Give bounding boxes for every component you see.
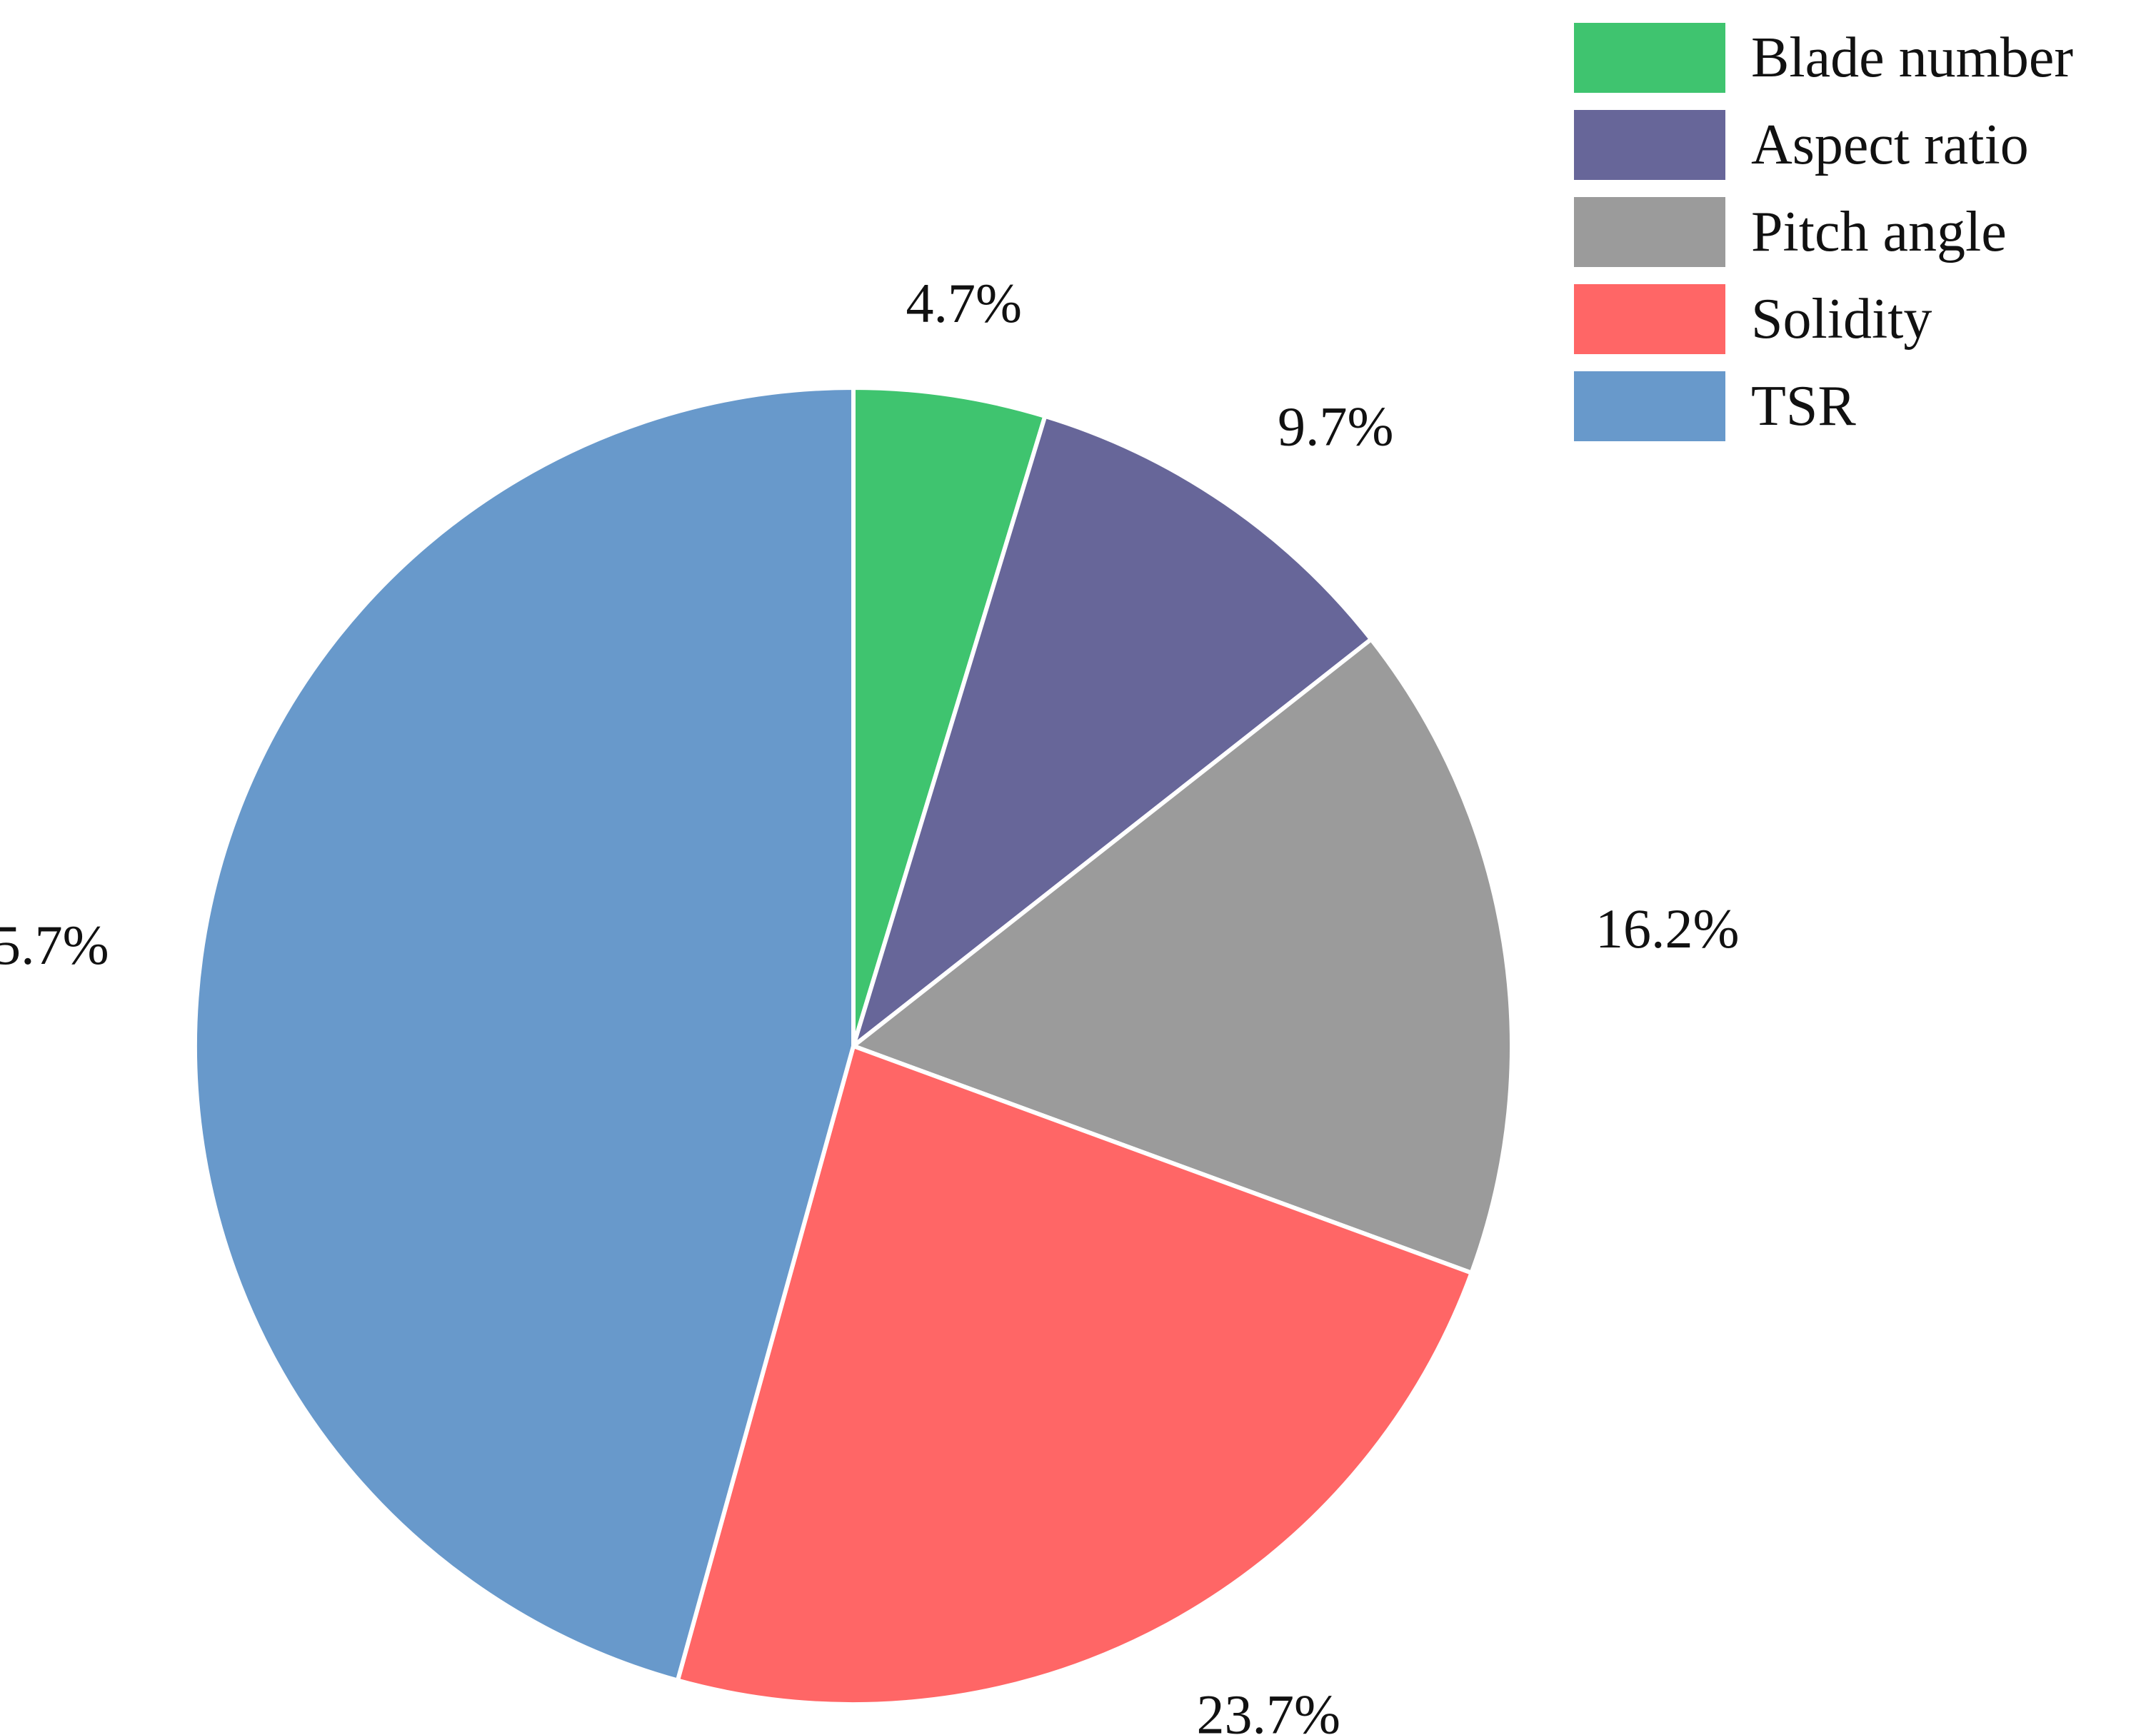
pie-slices	[193, 386, 1514, 1706]
legend-label-tsr: TSR	[1751, 375, 1856, 438]
legend-swatch-solidity	[1574, 284, 1725, 354]
slice-label-blade-number: 4.7%	[906, 272, 1022, 334]
legend-swatch-aspect-ratio	[1574, 110, 1725, 180]
slice-labels: 4.7% 9.7% 16.2% 23.7% 45.7%	[0, 272, 1740, 1735]
legend-label-pitch-angle: Pitch angle	[1751, 201, 2007, 263]
legend: Blade number Aspect ratio Pitch angle Solid…	[1574, 23, 2073, 441]
slice-label-pitch-angle: 16.2%	[1595, 897, 1739, 960]
slice-label-aspect-ratio: 9.7%	[1278, 395, 1393, 457]
legend-swatch-blade-number	[1574, 23, 1725, 93]
legend-swatch-tsr	[1574, 371, 1725, 441]
legend-swatch-pitch-angle	[1574, 197, 1725, 267]
pie-slice-solidity	[675, 1044, 1474, 1706]
pie-slice-pitch-angle	[851, 637, 1514, 1275]
legend-label-solidity: Solidity	[1751, 288, 1932, 351]
slice-label-solidity: 23.7%	[1197, 1683, 1340, 1735]
legend-label-aspect-ratio: Aspect ratio	[1751, 114, 2029, 176]
legend-label-blade-number: Blade number	[1751, 26, 2073, 89]
pie-slice-tsr	[193, 386, 856, 1683]
pie-slice-aspect-ratio	[851, 413, 1373, 1048]
slice-label-tsr: 45.7%	[0, 914, 109, 976]
